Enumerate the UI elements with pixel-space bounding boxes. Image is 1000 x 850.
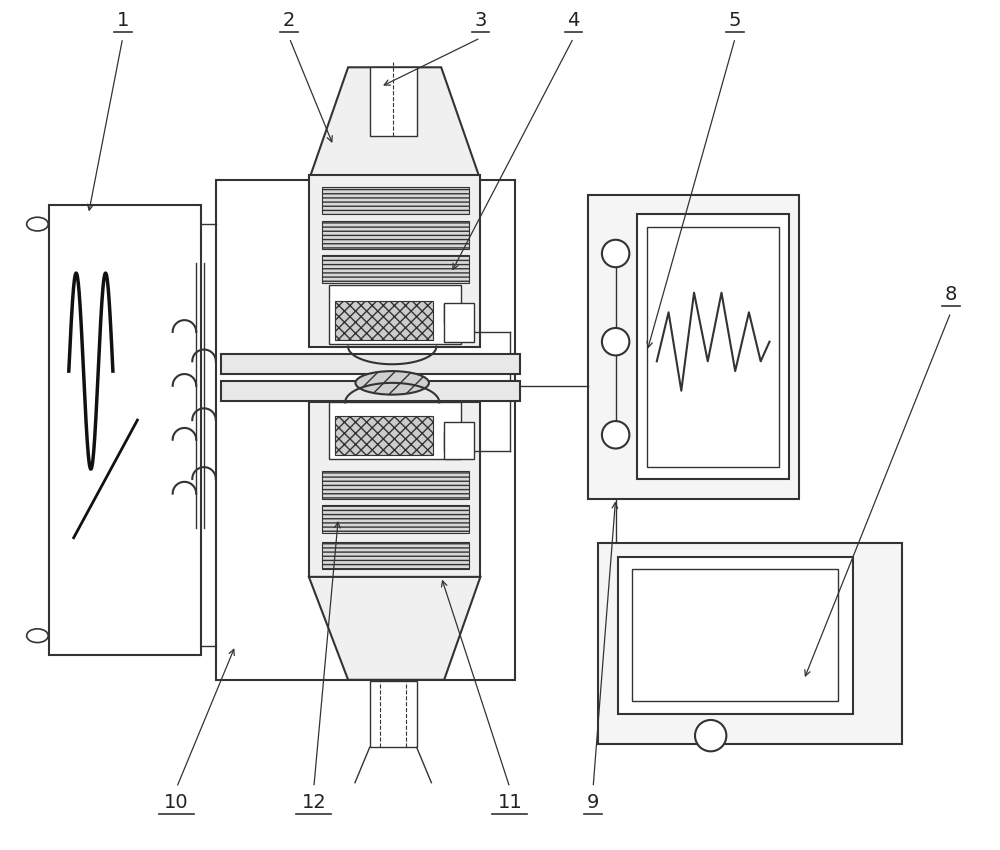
Text: 10: 10 — [164, 793, 189, 812]
Polygon shape — [309, 577, 480, 680]
Ellipse shape — [27, 218, 48, 231]
Bar — [328, 402, 461, 459]
Bar — [309, 175, 480, 347]
Polygon shape — [309, 67, 480, 180]
Bar — [370, 681, 417, 747]
Bar — [221, 381, 520, 400]
Text: 3: 3 — [474, 11, 487, 30]
Circle shape — [602, 328, 629, 355]
Bar — [637, 214, 789, 479]
Bar — [49, 205, 201, 655]
Bar — [444, 422, 474, 459]
Circle shape — [602, 421, 629, 449]
Text: 1: 1 — [117, 11, 129, 30]
Bar — [444, 304, 472, 324]
Bar — [335, 416, 433, 456]
Ellipse shape — [27, 629, 48, 643]
Text: 5: 5 — [729, 11, 741, 30]
Bar — [598, 542, 902, 744]
Text: 9: 9 — [587, 793, 599, 812]
Text: 12: 12 — [301, 793, 326, 812]
Bar — [328, 285, 461, 343]
Bar — [216, 180, 515, 680]
Bar — [309, 402, 480, 577]
Bar — [221, 354, 520, 374]
Bar — [444, 432, 472, 451]
Bar — [322, 541, 469, 569]
Bar — [632, 569, 838, 701]
Ellipse shape — [355, 371, 429, 394]
Bar — [322, 471, 469, 498]
Circle shape — [695, 720, 726, 751]
Bar — [322, 187, 469, 214]
Text: 8: 8 — [945, 286, 957, 304]
Bar — [322, 221, 469, 248]
Bar — [444, 303, 474, 342]
Bar — [335, 301, 433, 340]
Bar — [322, 256, 469, 283]
Bar — [618, 558, 853, 714]
Bar — [647, 227, 779, 468]
Circle shape — [602, 240, 629, 267]
Bar — [588, 195, 799, 498]
Text: 11: 11 — [497, 793, 522, 812]
Text: 2: 2 — [283, 11, 295, 30]
Bar — [322, 506, 469, 533]
Text: 4: 4 — [567, 11, 580, 30]
Bar — [370, 67, 417, 136]
